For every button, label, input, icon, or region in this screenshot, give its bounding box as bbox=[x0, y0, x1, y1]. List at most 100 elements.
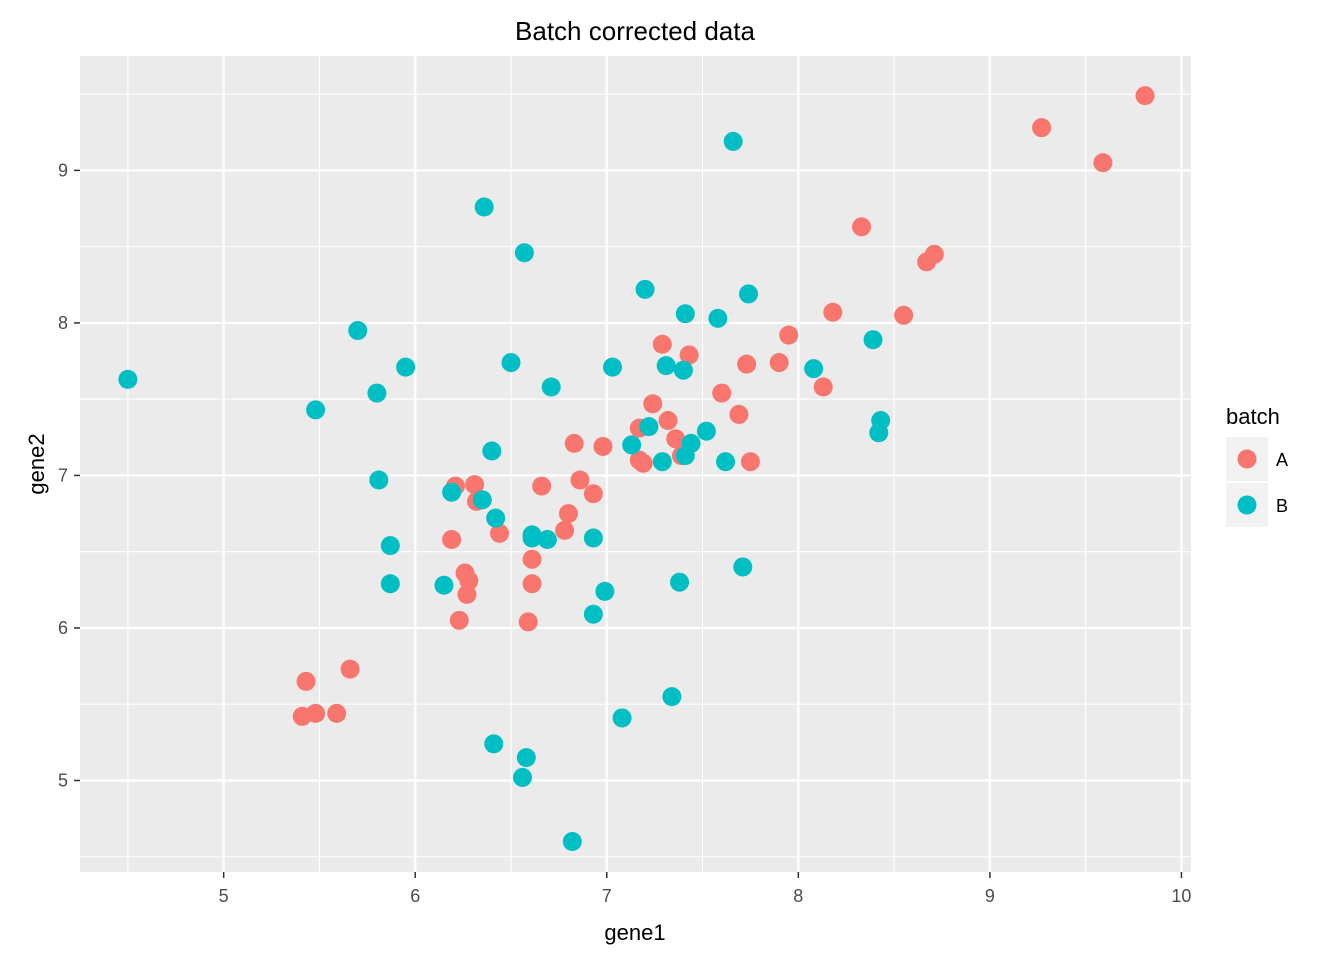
data-point bbox=[716, 452, 736, 472]
data-point bbox=[340, 659, 360, 679]
data-point bbox=[1093, 153, 1113, 173]
y-axis-title: gene2 bbox=[24, 433, 49, 494]
data-point bbox=[564, 433, 584, 453]
legend-items: AB bbox=[1226, 437, 1288, 527]
data-point bbox=[656, 356, 676, 376]
data-point bbox=[457, 584, 477, 604]
data-point bbox=[367, 383, 387, 403]
data-point bbox=[675, 446, 695, 466]
x-axis-title: gene1 bbox=[604, 920, 665, 945]
minor-gridlines bbox=[80, 56, 1191, 872]
data-point bbox=[474, 197, 494, 217]
data-point bbox=[348, 321, 368, 341]
data-point bbox=[442, 482, 462, 502]
data-point bbox=[583, 528, 603, 548]
data-point bbox=[296, 671, 316, 691]
data-point bbox=[558, 504, 578, 524]
data-point bbox=[1032, 118, 1052, 138]
series-B bbox=[118, 131, 891, 851]
data-points bbox=[118, 86, 1155, 851]
y-tick-label: 8 bbox=[58, 313, 68, 333]
data-point bbox=[595, 581, 615, 601]
data-point bbox=[823, 302, 843, 322]
data-point bbox=[484, 734, 504, 754]
data-point bbox=[673, 360, 693, 380]
data-point bbox=[740, 452, 760, 472]
y-tick-label: 6 bbox=[58, 618, 68, 638]
legend-title: batch bbox=[1226, 404, 1280, 429]
data-point bbox=[729, 404, 749, 424]
data-point bbox=[696, 421, 716, 441]
data-point bbox=[537, 529, 557, 549]
data-point bbox=[643, 394, 663, 414]
data-point bbox=[666, 429, 686, 449]
data-point bbox=[562, 831, 582, 851]
data-point bbox=[532, 476, 552, 496]
data-point bbox=[518, 612, 538, 632]
data-point bbox=[522, 528, 542, 548]
data-point bbox=[522, 549, 542, 569]
data-point bbox=[894, 305, 914, 325]
data-point bbox=[652, 452, 672, 472]
data-point bbox=[739, 284, 759, 304]
data-point bbox=[804, 359, 824, 379]
data-point bbox=[512, 767, 532, 787]
data-point bbox=[380, 536, 400, 556]
y-tick-label: 9 bbox=[58, 160, 68, 180]
legend-label: A bbox=[1276, 450, 1288, 470]
data-point bbox=[622, 435, 642, 455]
data-point bbox=[733, 557, 753, 577]
data-point bbox=[1135, 86, 1155, 106]
chart-title: Batch corrected data bbox=[515, 16, 755, 46]
data-point bbox=[306, 703, 326, 723]
major-gridlines bbox=[80, 56, 1191, 872]
data-point bbox=[380, 574, 400, 594]
data-point bbox=[514, 243, 534, 263]
data-point bbox=[612, 708, 632, 728]
data-point bbox=[658, 411, 678, 431]
data-point bbox=[779, 325, 799, 345]
data-point bbox=[863, 330, 883, 350]
series-A bbox=[292, 86, 1155, 726]
data-point bbox=[869, 423, 889, 443]
legend: batch AB bbox=[1226, 404, 1288, 527]
y-axis: 5 6 7 8 9 bbox=[58, 160, 80, 790]
legend-marker bbox=[1237, 495, 1257, 515]
data-point bbox=[369, 470, 389, 490]
x-tick-label: 10 bbox=[1171, 886, 1191, 906]
x-tick-label: 7 bbox=[602, 886, 612, 906]
data-point bbox=[670, 572, 690, 592]
data-point bbox=[306, 400, 326, 420]
data-point bbox=[708, 308, 728, 328]
data-point bbox=[489, 523, 509, 543]
data-point bbox=[516, 748, 536, 768]
x-tick-label: 5 bbox=[219, 886, 229, 906]
data-point bbox=[555, 520, 575, 540]
data-point bbox=[635, 279, 655, 299]
data-point bbox=[482, 441, 502, 461]
data-point bbox=[501, 353, 521, 373]
data-point bbox=[486, 508, 506, 528]
x-tick-label: 6 bbox=[410, 886, 420, 906]
legend-marker bbox=[1237, 449, 1257, 469]
data-point bbox=[652, 334, 672, 354]
data-point bbox=[570, 470, 590, 490]
data-point bbox=[852, 217, 872, 237]
x-tick-label: 8 bbox=[793, 886, 803, 906]
data-point bbox=[917, 252, 937, 272]
y-tick-label: 5 bbox=[58, 770, 68, 790]
data-point bbox=[723, 131, 743, 151]
data-point bbox=[541, 377, 561, 397]
data-point bbox=[522, 574, 542, 594]
data-point bbox=[679, 345, 699, 365]
data-point bbox=[434, 575, 454, 595]
data-point bbox=[737, 354, 757, 374]
x-tick-label: 9 bbox=[985, 886, 995, 906]
y-tick-label: 7 bbox=[58, 465, 68, 485]
data-point bbox=[593, 436, 613, 456]
data-point bbox=[633, 453, 653, 473]
x-axis: 5 6 7 8 9 10 bbox=[219, 872, 1191, 906]
data-point bbox=[639, 417, 659, 437]
data-point bbox=[813, 377, 833, 397]
